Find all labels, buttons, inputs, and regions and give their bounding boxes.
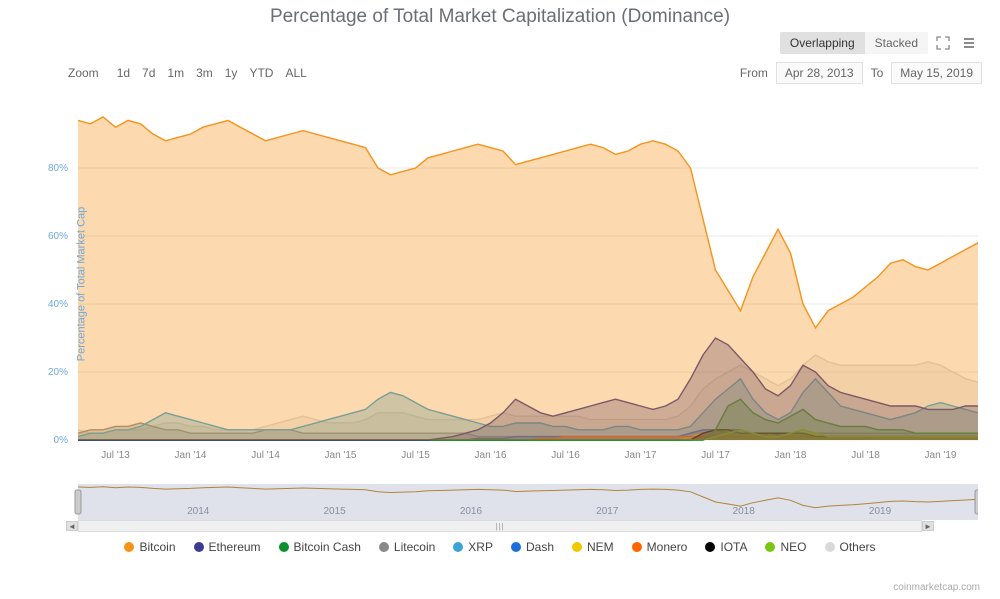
zoom-label: Zoom: [68, 66, 99, 80]
svg-text:0%: 0%: [54, 435, 69, 446]
legend-item-litecoin[interactable]: Litecoin: [379, 540, 435, 554]
navigator: 2014 2015 2016 2017 2018 2019 ◄ ||| ►: [18, 484, 982, 532]
svg-text:40%: 40%: [48, 299, 68, 310]
legend-item-nem[interactable]: NEM: [572, 540, 614, 554]
zoom-1m-button[interactable]: 1m: [167, 66, 184, 80]
legend-dot-icon: [194, 542, 204, 552]
legend-item-bitcoin[interactable]: Bitcoin: [124, 540, 175, 554]
legend-label: Others: [840, 540, 876, 554]
menu-icon[interactable]: [958, 32, 980, 54]
legend-label: Dash: [526, 540, 554, 554]
legend-dot-icon: [379, 542, 389, 552]
svg-text:Jul '13: Jul '13: [101, 450, 130, 461]
legend-item-bitcoin-cash[interactable]: Bitcoin Cash: [279, 540, 361, 554]
svg-text:Jan '17: Jan '17: [625, 450, 657, 461]
legend-label: Bitcoin: [139, 540, 175, 554]
legend-dot-icon: [632, 542, 642, 552]
legend: Bitcoin Ethereum Bitcoin Cash Litecoin XRP Da…: [18, 540, 982, 554]
legend-item-neo[interactable]: NEO: [765, 540, 806, 554]
svg-text:2016: 2016: [460, 506, 483, 517]
legend-dot-icon: [705, 542, 715, 552]
svg-text:Jul '14: Jul '14: [251, 450, 280, 461]
svg-text:20%: 20%: [48, 367, 68, 378]
yaxis-label: Percentage of Total Market Cap: [75, 207, 87, 362]
svg-text:Jan '14: Jan '14: [175, 450, 207, 461]
legend-item-ethereum[interactable]: Ethereum: [194, 540, 261, 554]
navigator-chart[interactable]: 2014 2015 2016 2017 2018 2019: [18, 484, 978, 520]
legend-dot-icon: [124, 542, 134, 552]
zoom-7d-button[interactable]: 7d: [142, 66, 155, 80]
to-label: To: [871, 66, 884, 80]
legend-dot-icon: [825, 542, 835, 552]
svg-text:80%: 80%: [48, 163, 68, 174]
zoom-1d-button[interactable]: 1d: [117, 66, 130, 80]
date-range: From Apr 28, 2013 To May 15, 2019: [740, 62, 982, 84]
view-mode-toggle: Overlapping Stacked: [780, 32, 928, 54]
chart-zone: Percentage of Total Market Cap 0% 20% 40% 6…: [18, 94, 982, 474]
svg-text:Jan '18: Jan '18: [775, 450, 807, 461]
zoom-all-button[interactable]: ALL: [285, 66, 306, 80]
from-label: From: [740, 66, 768, 80]
controls-row: Zoom 1d 7d 1m 3m 1y YTD ALL From Apr 28,…: [18, 62, 982, 84]
svg-text:Jul '17: Jul '17: [701, 450, 730, 461]
legend-label: Bitcoin Cash: [294, 540, 361, 554]
navigator-scrollbar[interactable]: ◄ ||| ►: [78, 520, 922, 532]
legend-dot-icon: [765, 542, 775, 552]
legend-item-others[interactable]: Others: [825, 540, 876, 554]
legend-dot-icon: [453, 542, 463, 552]
legend-label: Monero: [647, 540, 688, 554]
zoom-ytd-button[interactable]: YTD: [249, 66, 273, 80]
svg-text:60%: 60%: [48, 231, 68, 242]
to-date-input[interactable]: May 15, 2019: [891, 62, 982, 84]
zoom-1y-button[interactable]: 1y: [225, 66, 238, 80]
svg-text:Jul '15: Jul '15: [401, 450, 430, 461]
legend-item-monero[interactable]: Monero: [632, 540, 688, 554]
scroll-grip-icon[interactable]: |||: [495, 522, 504, 531]
svg-text:2019: 2019: [869, 506, 892, 517]
legend-label: NEO: [780, 540, 806, 554]
toolbar-right: Overlapping Stacked: [780, 32, 980, 54]
zoom-controls: Zoom 1d 7d 1m 3m 1y YTD ALL: [18, 66, 307, 80]
legend-item-xrp[interactable]: XRP: [453, 540, 493, 554]
fullscreen-icon[interactable]: [932, 32, 954, 54]
svg-text:2015: 2015: [323, 506, 346, 517]
zoom-3m-button[interactable]: 3m: [196, 66, 213, 80]
from-date-input[interactable]: Apr 28, 2013: [776, 62, 863, 84]
legend-item-iota[interactable]: IOTA: [705, 540, 747, 554]
legend-dot-icon: [572, 542, 582, 552]
svg-text:Jan '15: Jan '15: [325, 450, 357, 461]
svg-text:Jul '18: Jul '18: [851, 450, 880, 461]
main-chart[interactable]: 0% 20% 40% 60% 80% Jul '13 Jan '14 Jul '14 Jan '…: [18, 94, 978, 464]
svg-text:2017: 2017: [596, 506, 619, 517]
svg-text:2014: 2014: [187, 506, 210, 517]
legend-item-dash[interactable]: Dash: [511, 540, 554, 554]
legend-dot-icon: [279, 542, 289, 552]
legend-dot-icon: [511, 542, 521, 552]
view-stacked-button[interactable]: Stacked: [865, 32, 928, 54]
legend-label: IOTA: [720, 540, 747, 554]
scroll-left-icon[interactable]: ◄: [66, 521, 78, 531]
attribution: coinmarketcap.com: [893, 582, 980, 593]
chart-title: Percentage of Total Market Capitalizatio…: [18, 0, 982, 32]
svg-text:Jul '16: Jul '16: [551, 450, 580, 461]
legend-label: Ethereum: [209, 540, 261, 554]
scroll-right-icon[interactable]: ►: [922, 521, 934, 531]
legend-label: NEM: [587, 540, 614, 554]
svg-text:Jan '19: Jan '19: [925, 450, 957, 461]
view-overlapping-button[interactable]: Overlapping: [780, 32, 865, 54]
legend-label: XRP: [468, 540, 493, 554]
svg-text:2018: 2018: [733, 506, 756, 517]
svg-text:Jan '16: Jan '16: [475, 450, 507, 461]
legend-label: Litecoin: [394, 540, 435, 554]
